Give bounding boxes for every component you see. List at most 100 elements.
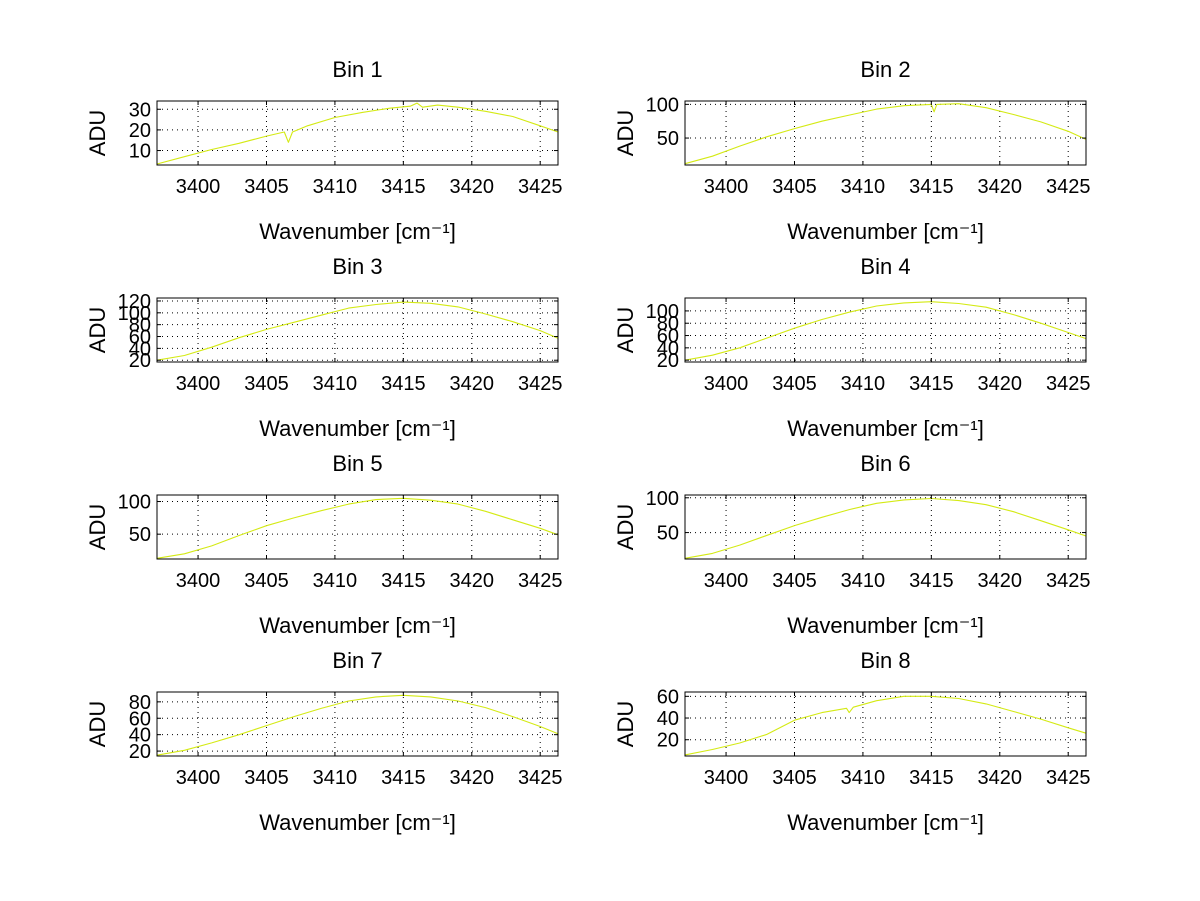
x-tick-label: 3405 — [772, 176, 817, 198]
x-axis-label: Wavenumber [cm⁻¹] — [259, 219, 456, 244]
series-line — [156, 497, 559, 559]
axes-frame — [156, 494, 559, 560]
series-line — [684, 497, 1087, 559]
x-tick-label: 3400 — [176, 176, 221, 198]
subplot-title: Bin 8 — [860, 648, 910, 673]
x-tick-label: 3415 — [909, 373, 954, 395]
series-line — [684, 103, 1087, 165]
series-line — [156, 301, 559, 361]
x-tick-label: 3410 — [841, 373, 886, 395]
y-tick-label: 100 — [646, 94, 679, 116]
y-axis-label: ADU — [613, 110, 638, 156]
y-tick-label: 40 — [129, 725, 151, 747]
x-tick-label: 3425 — [518, 570, 563, 592]
x-tick-label: 3415 — [381, 767, 426, 789]
y-tick-label: 50 — [657, 523, 679, 545]
x-tick-label: 3410 — [313, 570, 358, 592]
subplot-title: Bin 7 — [332, 648, 382, 673]
x-tick-label: 3420 — [978, 767, 1023, 789]
x-tick-label: 3400 — [704, 373, 749, 395]
subplot-title: Bin 3 — [332, 254, 382, 279]
x-tick-label: 3415 — [381, 176, 426, 198]
y-axis-label: ADU — [85, 110, 110, 156]
y-tick-label: 50 — [657, 128, 679, 150]
y-tick-label: 20 — [129, 741, 151, 763]
series-line — [684, 695, 1087, 756]
y-axis-label: ADU — [613, 307, 638, 353]
x-axis-label: Wavenumber [cm⁻¹] — [259, 416, 456, 441]
x-tick-label: 3425 — [1046, 767, 1091, 789]
y-tick-label: 50 — [129, 524, 151, 546]
subplot-title: Bin 1 — [332, 57, 382, 82]
x-tick-label: 3420 — [978, 373, 1023, 395]
y-tick-label: 100 — [118, 492, 151, 514]
x-tick-label: 3400 — [704, 176, 749, 198]
y-tick-label: 30 — [129, 99, 151, 121]
x-tick-label: 3410 — [313, 373, 358, 395]
y-tick-label: 80 — [129, 692, 151, 714]
x-tick-label: 3425 — [1046, 176, 1091, 198]
subplot-title: Bin 4 — [860, 254, 910, 279]
x-tick-label: 3400 — [704, 570, 749, 592]
y-tick-label: 20 — [129, 350, 151, 372]
y-tick-label: 100 — [646, 488, 679, 510]
x-axis-label: Wavenumber [cm⁻¹] — [787, 613, 984, 638]
y-axis-label: ADU — [85, 701, 110, 747]
x-tick-label: 3420 — [978, 570, 1023, 592]
x-tick-label: 3410 — [313, 767, 358, 789]
x-tick-label: 3415 — [381, 373, 426, 395]
axes-frame — [156, 691, 559, 757]
y-tick-label: 60 — [129, 708, 151, 730]
x-tick-label: 3420 — [450, 767, 495, 789]
x-tick-label: 3405 — [772, 570, 817, 592]
x-tick-label: 3420 — [450, 373, 495, 395]
series-line — [156, 102, 559, 165]
y-tick-label: 10 — [129, 141, 151, 163]
x-tick-label: 3415 — [381, 570, 426, 592]
x-tick-label: 3425 — [518, 373, 563, 395]
x-axis-label: Wavenumber [cm⁻¹] — [787, 810, 984, 835]
axes-frame — [684, 494, 1087, 560]
series-line — [684, 301, 1087, 361]
x-tick-label: 3405 — [772, 767, 817, 789]
y-tick-label: 120 — [118, 291, 151, 313]
y-tick-label: 100 — [118, 303, 151, 325]
x-tick-label: 3400 — [704, 767, 749, 789]
series-line — [156, 694, 559, 756]
x-tick-label: 3405 — [244, 373, 289, 395]
x-tick-label: 3405 — [244, 570, 289, 592]
x-tick-label: 3420 — [450, 570, 495, 592]
x-tick-label: 3410 — [841, 176, 886, 198]
y-tick-label: 40 — [657, 338, 679, 360]
x-tick-label: 3415 — [909, 176, 954, 198]
subplot-bin-6: 3400 3405 3410 3415 3420 3425 50 100 Bin 6 Wavenu… — [613, 451, 1090, 638]
x-tick-label: 3410 — [313, 176, 358, 198]
y-tick-label: 40 — [657, 708, 679, 730]
y-tick-label: 20 — [657, 350, 679, 372]
y-tick-label: 60 — [657, 686, 679, 708]
x-tick-label: 3405 — [772, 373, 817, 395]
x-tick-label: 3425 — [518, 767, 563, 789]
y-axis-label: ADU — [613, 504, 638, 550]
y-tick-label: 40 — [129, 338, 151, 360]
subplot-bin-2: 3400 3405 3410 3415 3420 3425 50 100 Bin 2 Wavenu… — [613, 57, 1090, 244]
x-tick-label: 3415 — [909, 570, 954, 592]
x-tick-label: 3425 — [1046, 570, 1091, 592]
x-tick-label: 3405 — [244, 767, 289, 789]
x-tick-label: 3410 — [841, 767, 886, 789]
y-axis-label: ADU — [85, 307, 110, 353]
x-tick-label: 3425 — [1046, 373, 1091, 395]
subplot-title: Bin 6 — [860, 451, 910, 476]
axes-frame — [684, 100, 1087, 166]
y-tick-label: 20 — [657, 730, 679, 752]
axes-frame — [684, 297, 1087, 363]
subplot-bin-5: 3400 3405 3410 3415 3420 3425 50 100 Bin 5 Wavenu… — [85, 451, 562, 638]
x-tick-label: 3400 — [176, 767, 221, 789]
x-axis-label: Wavenumber [cm⁻¹] — [787, 219, 984, 244]
